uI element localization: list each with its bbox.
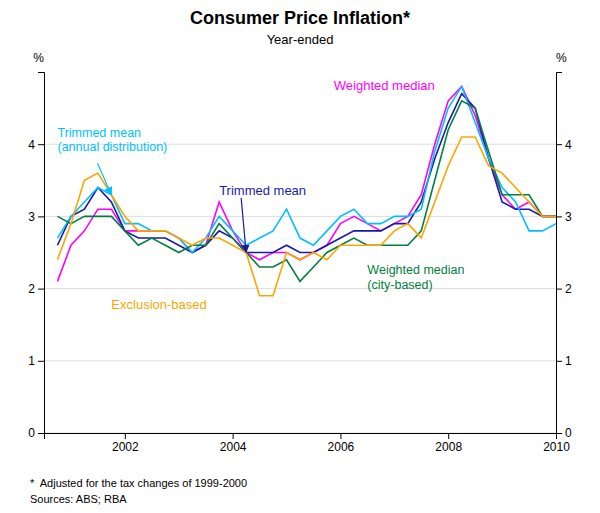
tick-mark	[556, 289, 562, 290]
tick: 0	[28, 426, 44, 440]
tick-label: 2002	[112, 440, 139, 454]
tick-label: 2006	[328, 440, 355, 454]
tick-label: 0	[28, 426, 35, 440]
tick: 0	[556, 426, 572, 440]
series-line	[57, 86, 556, 281]
tick: 2006	[328, 433, 355, 454]
chart: Consumer Price Inflation*Year-ended20022…	[0, 0, 600, 513]
grid-line	[44, 288, 556, 289]
tick: 2	[28, 282, 44, 296]
series-line	[57, 101, 556, 282]
tick-mark	[556, 144, 562, 145]
tick: 2002	[112, 433, 139, 454]
tick-label: 3	[565, 210, 572, 224]
tick-mark	[556, 216, 562, 217]
y2-axis-label: %	[556, 51, 567, 65]
grid-line	[44, 360, 556, 361]
series-line	[57, 137, 556, 296]
y-axis: 0 1 2 3 4	[28, 73, 44, 441]
tick: 1	[556, 354, 572, 368]
title: Consumer Price Inflation*	[190, 8, 410, 28]
tick-label: 1	[28, 354, 35, 368]
tick-mark	[448, 433, 449, 439]
tick-mark	[38, 216, 44, 217]
tick-label: 2010	[543, 440, 570, 454]
tick: 3	[28, 210, 44, 224]
source: Sources: ABS; RBA	[30, 493, 127, 505]
series-label: Trimmed mean(annual distribution)	[57, 126, 167, 154]
tick-mark	[233, 433, 234, 439]
axis-line	[557, 73, 563, 434]
tick-label: 2004	[220, 440, 247, 454]
tick: 2008	[435, 433, 462, 454]
tick-label: 1	[565, 354, 572, 368]
footnote: * Adjusted for the tax changes of 1999-2…	[30, 477, 247, 489]
tick-mark	[340, 433, 341, 439]
tick-mark	[38, 361, 44, 362]
tick-mark	[38, 433, 44, 434]
axis-line	[45, 434, 557, 440]
series-labels: Weighted median Trimmed mean Trimmed mean(…	[57, 78, 464, 312]
series-line	[57, 86, 556, 252]
tick-label: 2	[565, 282, 572, 296]
tick-mark	[38, 289, 44, 290]
series-label: Weighted median(city-based)	[367, 263, 464, 291]
tick: 4	[556, 138, 572, 152]
tick-label: 4	[28, 138, 35, 152]
tick-label: 2008	[435, 440, 462, 454]
tick: 3	[556, 210, 572, 224]
grid	[44, 144, 556, 433]
tick: 1	[28, 354, 44, 368]
tick-mark	[125, 433, 126, 439]
y2-axis: 0 1 2 3 4	[556, 73, 572, 441]
annotation-arrow	[97, 163, 111, 194]
series-label: Weighted median	[334, 78, 435, 93]
tick-label: 4	[565, 138, 572, 152]
axis-line	[38, 73, 45, 434]
tick-mark	[38, 144, 44, 145]
tick: 2	[556, 282, 572, 296]
tick-mark	[556, 361, 562, 362]
tick-label: 0	[565, 426, 572, 440]
tick-mark	[556, 433, 562, 434]
series-label: Trimmed mean	[219, 183, 306, 198]
plot-area: 200220042006200820100123401234Weighted m…	[28, 73, 572, 454]
tick-label: 2	[28, 282, 35, 296]
subtitle: Year-ended	[267, 32, 334, 47]
lines	[57, 86, 556, 295]
series-line	[57, 94, 556, 253]
tick: 4	[28, 138, 44, 152]
x-axis: 2002 2004 2006 2008 2010	[45, 433, 571, 454]
tick: 2004	[220, 433, 247, 454]
tick-label: 3	[28, 210, 35, 224]
annotation-arrow	[241, 198, 246, 253]
y-axis-label: %	[33, 51, 44, 65]
series-label: Exclusion-based	[111, 297, 206, 312]
